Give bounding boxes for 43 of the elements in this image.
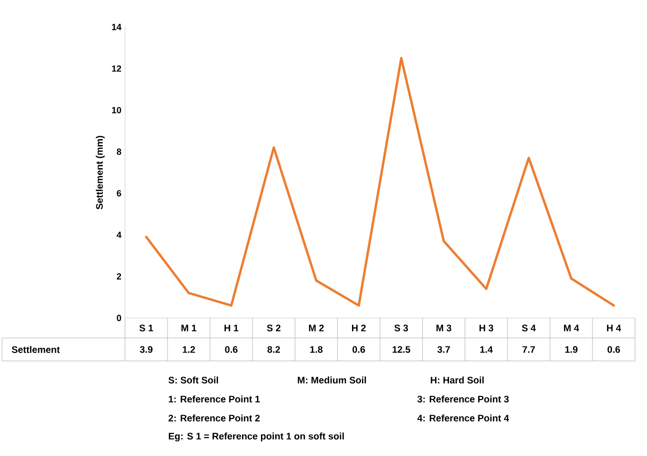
y-tick-label: 0 <box>116 314 122 322</box>
data-label: 1.8 <box>310 346 323 353</box>
x-tick-label: M 4 <box>564 324 580 332</box>
data-label: 3.7 <box>437 346 450 353</box>
data-label: 1.9 <box>565 346 578 353</box>
text: 3: Reference Point 3 <box>417 396 509 402</box>
text: 4: Reference Point 4 <box>417 414 510 422</box>
y-tick-label: 12 <box>112 65 122 72</box>
x-tick-label: M 3 <box>436 324 452 332</box>
line-series <box>145 56 615 307</box>
data-label: 1.4 <box>480 346 493 353</box>
x-tick-label: S 4 <box>522 324 536 332</box>
x-tick-label: S 1 <box>139 324 154 332</box>
x-tick-label: H 4 <box>607 324 622 332</box>
text: Eg: S 1 = Reference point 1 on soft soil <box>168 432 344 442</box>
text: S: Soft Soil <box>168 376 218 384</box>
data-label: 7.7 <box>522 346 535 353</box>
y-tick-label: 4 <box>116 232 122 238</box>
text: Settlement <box>12 346 60 353</box>
text: M: Medium Soil <box>298 376 366 384</box>
data-label: 0.6 <box>608 346 620 353</box>
x-tick-label: S 3 <box>394 324 408 332</box>
data-label: 0.6 <box>352 346 365 353</box>
data-label: 8.2 <box>267 346 280 353</box>
y-tick-label: 14 <box>112 24 122 30</box>
data-label: 1.2 <box>182 346 195 353</box>
x-tick-label: H 2 <box>352 324 366 332</box>
text: 1: Reference Point 1 <box>168 396 260 402</box>
y-tick-label: 2 <box>116 273 122 280</box>
text: H: Hard Soil <box>430 376 484 384</box>
y-tick-label: 8 <box>116 148 122 155</box>
data-label: 0.6 <box>225 346 238 353</box>
x-tick-label: H 1 <box>224 324 238 332</box>
y-tick-label: 10 <box>112 106 122 114</box>
data-label: 3.9 <box>140 346 152 353</box>
data-label: 12.5 <box>392 346 410 353</box>
x-tick-label: M 1 <box>182 324 196 332</box>
text: 2: Reference Point 2 <box>168 414 260 422</box>
x-tick-label: H 3 <box>480 324 494 332</box>
x-tick-label: M 2 <box>309 324 324 332</box>
x-tick-label: S 2 <box>266 324 280 332</box>
y-axis-title: Settlement (mm) <box>96 136 105 210</box>
y-tick-label: 6 <box>116 190 122 196</box>
